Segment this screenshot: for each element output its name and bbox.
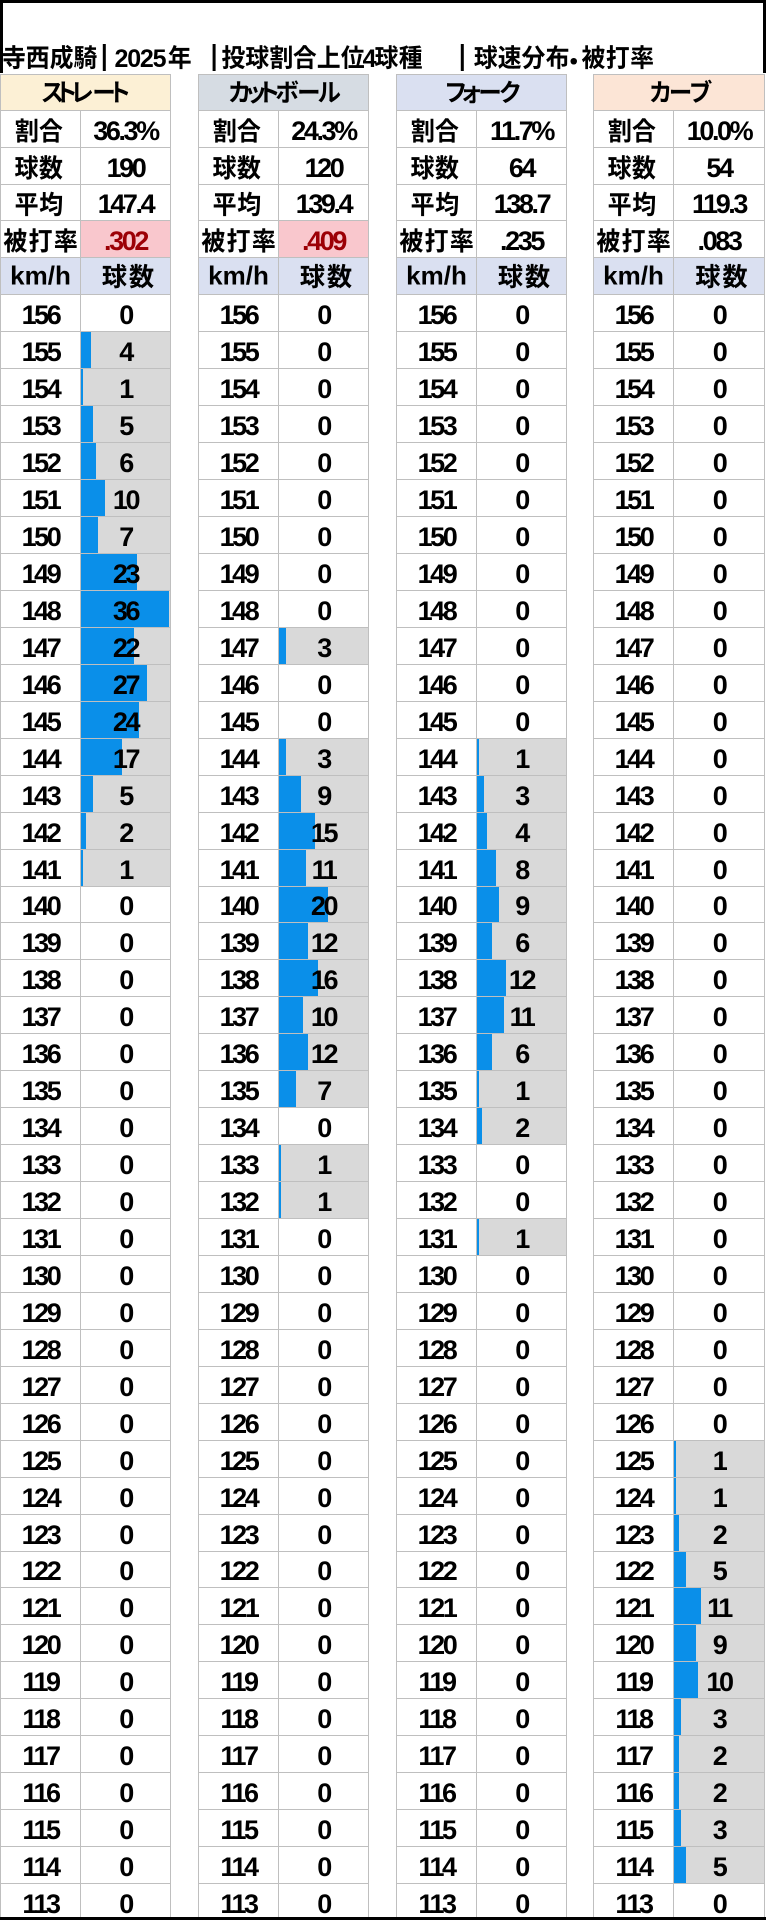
svg-text:4: 4 bbox=[363, 45, 377, 73]
svg-text:2025: 2025 bbox=[115, 45, 167, 73]
